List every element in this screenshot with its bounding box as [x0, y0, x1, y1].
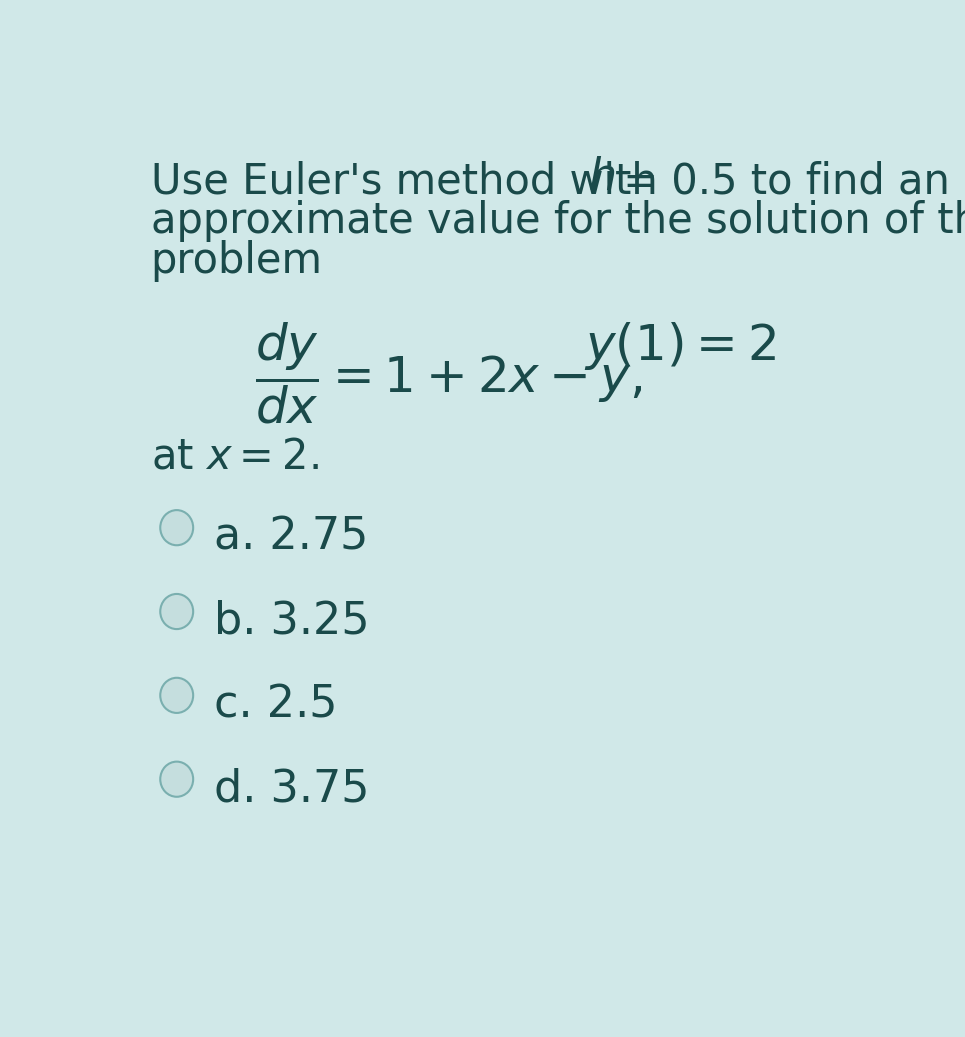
- Text: b. 3.25: b. 3.25: [214, 599, 370, 643]
- Text: a. 2.75: a. 2.75: [214, 515, 369, 559]
- Text: problem: problem: [151, 241, 322, 282]
- Text: c. 2.5: c. 2.5: [214, 683, 338, 726]
- Text: $\dfrac{dy}{dx} = 1 + 2x - y,$: $\dfrac{dy}{dx} = 1 + 2x - y,$: [255, 320, 643, 426]
- Text: $y(1) = 2$: $y(1) = 2$: [584, 320, 776, 372]
- Text: at $x = 2.$: at $x = 2.$: [151, 436, 318, 478]
- Text: approximate value for the solution of the initial value: approximate value for the solution of th…: [151, 200, 965, 243]
- Circle shape: [160, 510, 193, 545]
- Text: = 0.5 to find an: = 0.5 to find an: [611, 161, 951, 202]
- Circle shape: [160, 594, 193, 629]
- Text: d. 3.75: d. 3.75: [214, 767, 370, 810]
- Text: $h$: $h$: [588, 156, 616, 198]
- Circle shape: [160, 678, 193, 712]
- Circle shape: [160, 761, 193, 796]
- Text: Use Euler's method with: Use Euler's method with: [151, 161, 671, 202]
